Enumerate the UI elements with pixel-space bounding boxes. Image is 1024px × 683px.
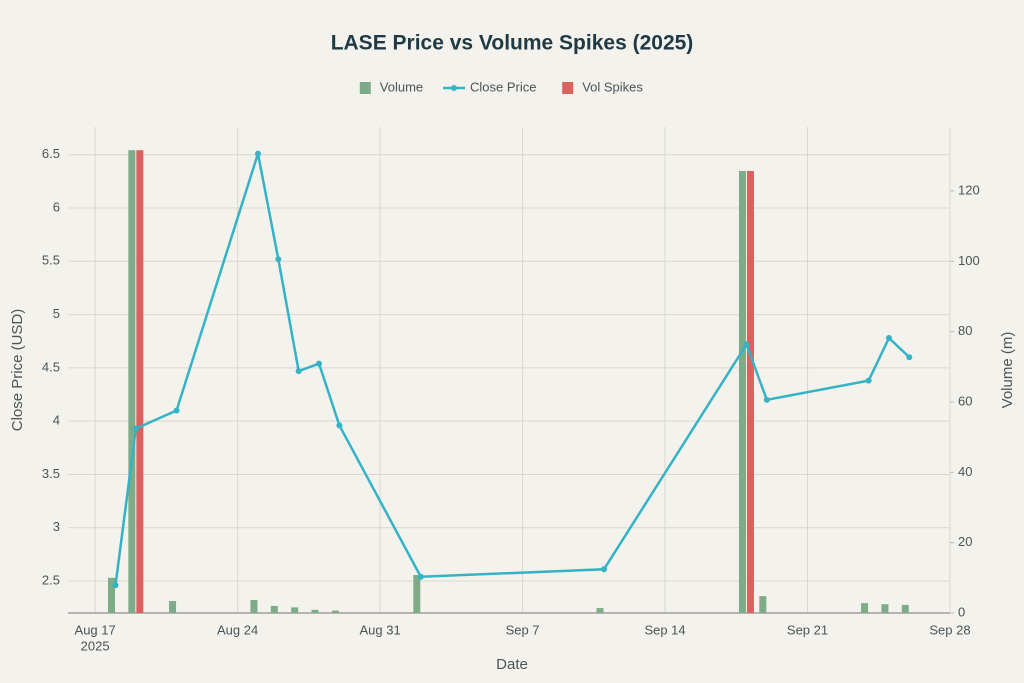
price-point (743, 341, 750, 348)
volume-bar (881, 604, 889, 613)
y-tick-label: 5.5 (42, 253, 60, 268)
legend-label: Vol Spikes (582, 79, 643, 94)
volume-bar (413, 575, 421, 613)
y2-tick-label: 120 (958, 182, 980, 197)
price-point (336, 422, 343, 429)
y-tick-label: 3 (53, 519, 60, 534)
volume-bar (596, 608, 604, 613)
price-point (254, 150, 261, 157)
price-point (173, 407, 180, 414)
volume-bar (128, 150, 136, 613)
volume-bar (270, 605, 278, 613)
volume-bar (331, 610, 339, 613)
chart-title: LASE Price vs Volume Spikes (2025) (331, 32, 694, 55)
price-point (600, 566, 607, 573)
volume-bar (738, 170, 746, 613)
price-point (865, 377, 872, 384)
y-tick-label: 4 (53, 413, 60, 428)
volume-bar (107, 577, 115, 613)
volume-bar (861, 603, 869, 613)
volume-bar (169, 601, 177, 613)
legend-swatch (562, 82, 574, 94)
volume-bar (759, 596, 767, 613)
x-tick-year: 2025 (81, 638, 110, 653)
y-tick-label: 3.5 (42, 466, 60, 481)
y2-tick-label: 20 (958, 534, 972, 549)
price-point (763, 396, 770, 403)
volume-bar (250, 599, 258, 613)
x-tick-label: Aug 31 (359, 622, 400, 637)
volume-bar (746, 170, 754, 613)
legend-label: Volume (380, 79, 423, 94)
price-point (132, 425, 139, 432)
y2-axis-title: Volume (m) (999, 332, 1016, 409)
y-tick-label: 6.5 (42, 146, 60, 161)
x-tick-label: Aug 24 (217, 622, 258, 637)
legend-swatch (359, 82, 371, 94)
x-tick-label: Aug 17 (75, 622, 116, 637)
x-tick-label: Sep 7 (506, 622, 540, 637)
x-tick-label: Sep 14 (644, 622, 685, 637)
y-tick-label: 6 (53, 199, 60, 214)
x-tick-label: Sep 28 (929, 622, 970, 637)
legend-swatch (451, 85, 457, 91)
volume-bar (136, 150, 144, 613)
y-axis-title: Close Price (USD) (9, 309, 26, 432)
volume-bar (291, 607, 299, 613)
volume-bar (901, 604, 909, 613)
price-point (316, 360, 323, 367)
price-point (417, 573, 424, 580)
price-point (885, 335, 892, 342)
y2-tick-label: 40 (958, 464, 972, 479)
y-tick-label: 5 (53, 306, 60, 321)
y-tick-label: 2.5 (42, 572, 60, 587)
y2-tick-label: 80 (958, 323, 972, 338)
price-point (112, 582, 119, 589)
price-point (906, 354, 913, 361)
x-tick-label: Sep 21 (787, 622, 828, 637)
price-point (275, 256, 282, 263)
volume-bar (311, 609, 319, 613)
legend-label: Close Price (470, 79, 536, 94)
y2-tick-label: 0 (958, 604, 965, 619)
price-point (295, 368, 302, 375)
x-axis-title: Date (496, 656, 528, 673)
y-tick-label: 4.5 (42, 359, 60, 374)
y2-tick-label: 100 (958, 253, 980, 268)
y2-tick-label: 60 (958, 393, 972, 408)
